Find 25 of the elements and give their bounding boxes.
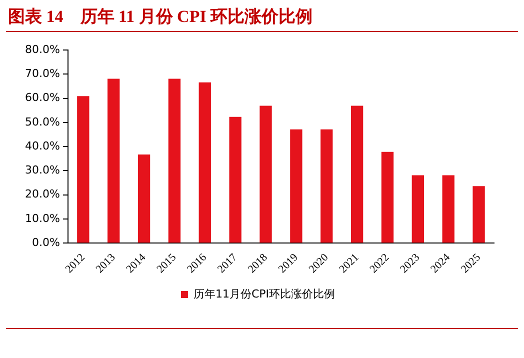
bar [77, 96, 90, 243]
bar [229, 116, 242, 243]
y-tick-label: 0.0% [32, 236, 60, 249]
y-tick-label: 70.0% [24, 67, 60, 80]
legend-label: 历年11月份CPI环比涨价比例 [193, 287, 336, 300]
bar [381, 152, 394, 243]
bar [350, 106, 364, 243]
bar [442, 175, 454, 243]
bar [198, 82, 211, 243]
y-tick-label: 80.0% [24, 42, 60, 56]
bar [260, 106, 272, 243]
y-tick-label: 20.0% [24, 188, 60, 201]
y-tick-label: 40.0% [24, 139, 60, 152]
bar [290, 129, 302, 243]
y-tick-label: 60.0% [24, 91, 60, 104]
y-tick-label: 10.0% [24, 212, 60, 225]
y-tick-label: 50.0% [24, 115, 60, 128]
bar [138, 154, 150, 243]
y-tick-label: 30.0% [24, 164, 60, 177]
bar [108, 78, 120, 243]
bar [168, 78, 181, 243]
chart-title: 图表 14 历年 11 月份 CPI 环比涨价比例 [8, 6, 313, 28]
bar [472, 186, 485, 243]
bar [412, 175, 424, 243]
bar [320, 129, 333, 243]
